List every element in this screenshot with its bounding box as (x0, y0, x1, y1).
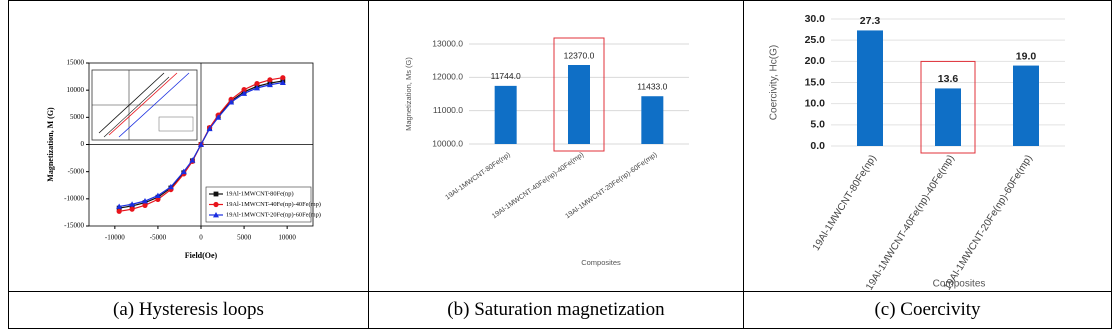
caption: (c) Coercivity (743, 291, 1112, 329)
y-tick-label: 11000.0 (433, 105, 463, 115)
x-tick-label: 19Al-1MWCNT-80Fe(np) (444, 151, 511, 201)
value-label: 27.3 (860, 15, 881, 27)
chart-c: 0.0 5.0 10.0 15.0 20.0 25.0 30.0 27.3 19Al-1MWCN… (769, 13, 1065, 291)
bar (1013, 65, 1039, 146)
marker (167, 183, 174, 190)
x-tick-label: 19Al-1MWCNT-20Fe(np)-60Fe(mp) (942, 153, 1035, 291)
figure: -10000 -5000 0 5000 10000 -15000 -10000 -5000 0 5… (8, 0, 1112, 329)
x-tick-label: 10000 (278, 234, 296, 242)
value-label: 11433.0 (637, 81, 667, 91)
marker (213, 212, 219, 218)
highlight-box (920, 60, 976, 154)
marker (215, 114, 222, 120)
x-axis-label: Field(Oe) (185, 251, 218, 260)
marker (254, 84, 260, 91)
marker (142, 198, 148, 204)
marker (116, 208, 122, 214)
y-tick-label: 13000.0 (432, 38, 463, 48)
inset (91, 69, 198, 141)
marker (129, 201, 136, 207)
x-tick-label: 0 (199, 234, 203, 242)
y-axis-label: Coercivity, Hc(G) (769, 45, 780, 120)
marker (241, 87, 247, 93)
marker (213, 201, 219, 208)
y-tick-label: 10.0 (805, 97, 826, 109)
marker (155, 196, 161, 202)
caption: (a) Hysteresis loops (8, 291, 369, 329)
legend-label: 19Al-1MWCNT-40Fe(np)-40Fe(mp) (226, 201, 321, 208)
marker (206, 125, 213, 132)
bar (641, 96, 664, 144)
value-label: 13.6 (938, 73, 959, 85)
marker (189, 157, 196, 163)
y-tick-label: -15000 (64, 222, 84, 230)
caption: (b) Saturation magnetization (368, 291, 744, 329)
marker (254, 81, 260, 87)
marker (228, 99, 235, 105)
y-tick-label: 0.0 (810, 140, 825, 152)
marker (180, 168, 187, 175)
bar (935, 88, 961, 146)
y-tick-label: 10000 (67, 86, 85, 94)
bar (857, 30, 883, 146)
marker (280, 75, 286, 81)
value-label: 11744.0 (491, 71, 521, 81)
value-label: 12370.0 (564, 50, 595, 60)
y-tick-label: 0 (81, 140, 85, 148)
marker (142, 202, 148, 208)
y-axis-label: Magnetization, Ms (G) (404, 57, 413, 131)
x-tick-label: 19Al-1MWCNT-40Fe(np)-40Fe(mp) (864, 153, 957, 291)
x-tick-label: 5000 (237, 234, 252, 242)
x-axis-label: Composites (581, 258, 621, 267)
y-tick-label: 5000 (70, 113, 85, 121)
marker (241, 90, 248, 96)
x-tick-label: 19Al-1MWCNT-80Fe(np) (811, 153, 879, 253)
marker (198, 141, 204, 147)
value-label: 19.0 (1016, 50, 1037, 62)
y-tick-label: 25.0 (805, 34, 826, 46)
y-tick-label: -5000 (68, 167, 85, 175)
marker (267, 77, 273, 83)
y-tick-label: 10000.0 (432, 138, 463, 148)
x-tick-label: -5000 (150, 234, 167, 242)
legend-label: 19Al-1MWCNT-20Fe(np)-60Fe(mp) (226, 211, 321, 218)
y-axis-label: Magnetization, M (G) (46, 107, 55, 182)
highlight-box (553, 37, 605, 152)
chart-b: 10000.0 11000.0 12000.0 13000.0 11744.0 19Al-… (404, 37, 689, 267)
marker (154, 192, 161, 198)
y-tick-label: 12000.0 (432, 72, 463, 82)
y-tick-label: 5.0 (810, 119, 825, 131)
legend-box (205, 186, 312, 223)
bar (494, 85, 517, 144)
y-tick-label: 15000 (67, 59, 85, 67)
y-tick-label: 15.0 (805, 76, 826, 88)
y-tick-label: 20.0 (805, 55, 826, 67)
y-tick-label: -10000 (64, 194, 84, 202)
bar (568, 65, 590, 144)
marker (266, 81, 273, 88)
y-tick-label: 30.0 (805, 13, 826, 25)
x-tick-label: -10000 (105, 234, 125, 242)
x-axis-label: Composites (933, 279, 986, 290)
marker (279, 79, 286, 85)
chart-a: -10000 -5000 0 5000 10000 -15000 -10000 -5000 0 5… (46, 59, 321, 260)
marker (116, 203, 123, 209)
marker (129, 206, 135, 212)
marker (213, 191, 219, 197)
legend-label: 19Al-1MWCNT-80Fe(np) (226, 190, 294, 197)
